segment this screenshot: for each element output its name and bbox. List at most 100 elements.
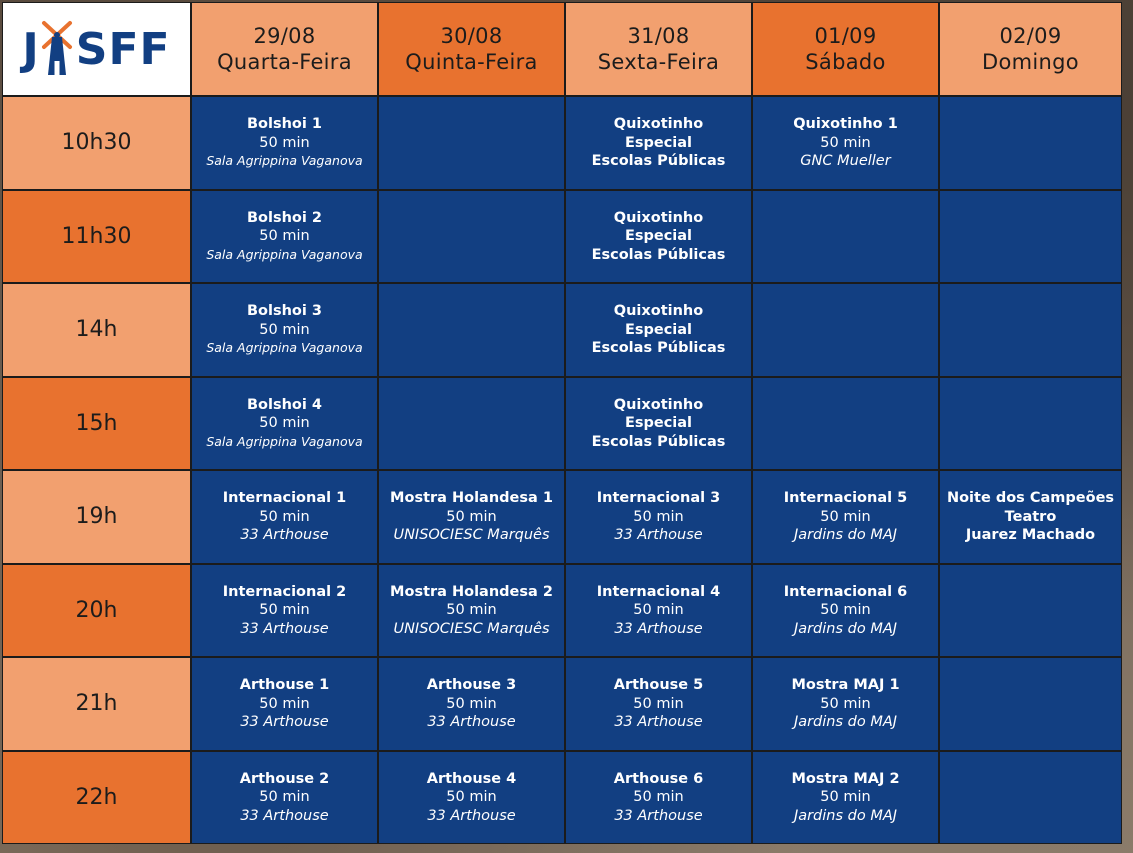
- event-title: Internacional 3: [596, 490, 721, 506]
- day-date: 01/09: [814, 24, 877, 48]
- event-slot: Internacional 3 50 min 33 Arthouse: [566, 471, 751, 563]
- event-venue: UNISOCIESC Marquês: [393, 527, 550, 543]
- event-duration: 50 min: [259, 228, 310, 244]
- empty-slot: [753, 377, 938, 469]
- event-title: Internacional 5: [783, 490, 908, 506]
- event-slot: Internacional 4 50 min 33 Arthouse: [566, 564, 751, 656]
- event-venue: Sala Agrippina Vaganova: [206, 433, 363, 449]
- day-name: Domingo: [982, 50, 1079, 74]
- event-title: Quixotinho: [613, 116, 704, 132]
- event-duration: 50 min: [633, 602, 684, 618]
- event-duration: 50 min: [446, 789, 497, 805]
- event-duration: 50 min: [259, 415, 310, 431]
- time-label: 19h: [75, 504, 118, 530]
- event-slot: Mostra MAJ 2 50 min Jardins do MAJ: [753, 751, 938, 843]
- event-title: Internacional 6: [783, 583, 908, 600]
- event-duration: 50 min: [820, 789, 871, 805]
- event-title: Internacional 2: [222, 583, 347, 600]
- empty-slot: [753, 284, 938, 376]
- day-name: Sábado: [805, 50, 886, 74]
- event-slot: Quixotinho Especial Escolas Públicas: [566, 284, 751, 376]
- event-duration: 50 min: [633, 695, 684, 712]
- event-venue: Jardins do MAJ: [793, 807, 898, 824]
- event-slot: Mostra Holandesa 1 50 min UNISOCIESC Marqu…: [379, 471, 564, 563]
- event-slot: Arthouse 5 50 min 33 Arthouse: [566, 658, 751, 750]
- event-slot: Quixotinho 1 50 min GNC Mueller: [753, 97, 938, 189]
- event-slot: Arthouse 3 50 min 33 Arthouse: [379, 658, 564, 750]
- event-title: Arthouse 5: [613, 677, 704, 693]
- empty-slot: [379, 377, 564, 469]
- event-venue: 33 Arthouse: [240, 620, 329, 637]
- event-duration: 50 min: [820, 695, 871, 712]
- event-venue: 33 Arthouse: [427, 807, 516, 824]
- event-slot: Noite dos Campeões Teatro Juarez Machado: [940, 471, 1121, 563]
- event-title: Escolas Públicas: [591, 433, 726, 450]
- event-slot: Arthouse 4 50 min 33 Arthouse: [379, 751, 564, 843]
- event-venue: GNC Mueller: [800, 153, 891, 169]
- time-label: 10h30: [61, 130, 132, 156]
- event-venue: 33 Arthouse: [614, 714, 703, 730]
- time-slot-label: 19h: [3, 471, 190, 563]
- event-slot: Arthouse 1 50 min 33 Arthouse: [192, 658, 377, 750]
- event-venue: 33 Arthouse: [614, 807, 703, 824]
- event-slot: Bolshoi 4 50 min Sala Agrippina Vaganova: [192, 377, 377, 469]
- event-title: Bolshoi 2: [246, 209, 322, 226]
- empty-slot: [379, 284, 564, 376]
- event-venue: 33 Arthouse: [240, 714, 329, 730]
- time-slot-label: 11h30: [3, 190, 190, 282]
- event-slot: Mostra MAJ 1 50 min Jardins do MAJ: [753, 658, 938, 750]
- day-date: 31/08: [627, 24, 690, 48]
- event-venue: Sala Agrippina Vaganova: [206, 246, 363, 262]
- event-venue: 33 Arthouse: [240, 527, 329, 543]
- time-slot-label: 22h: [3, 751, 190, 843]
- event-title: Escolas Públicas: [591, 340, 726, 356]
- event-venue: 33 Arthouse: [427, 714, 516, 730]
- event-duration: 50 min: [259, 789, 310, 805]
- event-title: Escolas Públicas: [591, 153, 726, 169]
- event-duration: 50 min: [820, 602, 871, 618]
- event-title: Bolshoi 1: [246, 116, 322, 132]
- schedule-grid: J SFF 29/08 Quarta-Feira 30/08 Quinta-Feira…: [2, 2, 1122, 844]
- day-date: 30/08: [440, 24, 503, 48]
- event-duration: 50 min: [259, 695, 310, 712]
- event-title: Mostra Holandesa 2: [390, 583, 553, 600]
- time-slot-label: 10h30: [3, 97, 190, 189]
- event-title: Escolas Públicas: [591, 246, 726, 263]
- event-title: Teatro: [1004, 508, 1057, 525]
- day-header: 01/09 Sábado: [753, 3, 938, 95]
- event-title: Mostra MAJ 2: [791, 770, 900, 787]
- event-slot: Bolshoi 2 50 min Sala Agrippina Vaganova: [192, 190, 377, 282]
- festival-logo: J SFF: [22, 17, 170, 81]
- event-title: Internacional 4: [596, 583, 721, 600]
- event-slot: Internacional 5 50 min Jardins do MAJ: [753, 471, 938, 563]
- event-title: Arthouse 6: [613, 770, 704, 787]
- event-duration: 50 min: [820, 508, 871, 525]
- event-venue: Sala Agrippina Vaganova: [206, 153, 363, 168]
- empty-slot: [940, 97, 1121, 189]
- event-venue: Jardins do MAJ: [793, 714, 898, 730]
- event-duration: 50 min: [633, 789, 684, 805]
- event-slot: Quixotinho Especial Escolas Públicas: [566, 377, 751, 469]
- time-slot-label: 15h: [3, 377, 190, 469]
- event-title: Arthouse 2: [239, 770, 330, 787]
- time-slot-label: 20h: [3, 564, 190, 656]
- event-duration: 50 min: [259, 602, 310, 618]
- event-title: Arthouse 3: [426, 677, 517, 693]
- event-slot: Arthouse 6 50 min 33 Arthouse: [566, 751, 751, 843]
- event-venue: 33 Arthouse: [614, 527, 703, 543]
- event-venue: UNISOCIESC Marquês: [393, 620, 550, 637]
- event-venue: Jardins do MAJ: [793, 620, 898, 637]
- time-label: 22h: [75, 784, 118, 810]
- event-duration: 50 min: [446, 508, 497, 525]
- empty-slot: [753, 190, 938, 282]
- festival-logo-cell: J SFF: [3, 3, 190, 95]
- time-slot-label: 14h: [3, 284, 190, 376]
- day-header: 29/08 Quarta-Feira: [192, 3, 377, 95]
- windmill-icon: [41, 21, 72, 75]
- time-label: 15h: [75, 410, 118, 436]
- event-duration: 50 min: [633, 508, 684, 525]
- event-duration: 50 min: [259, 321, 310, 338]
- day-name: Sexta-Feira: [597, 50, 720, 74]
- event-title: Arthouse 4: [426, 770, 517, 787]
- event-duration: 50 min: [259, 134, 310, 151]
